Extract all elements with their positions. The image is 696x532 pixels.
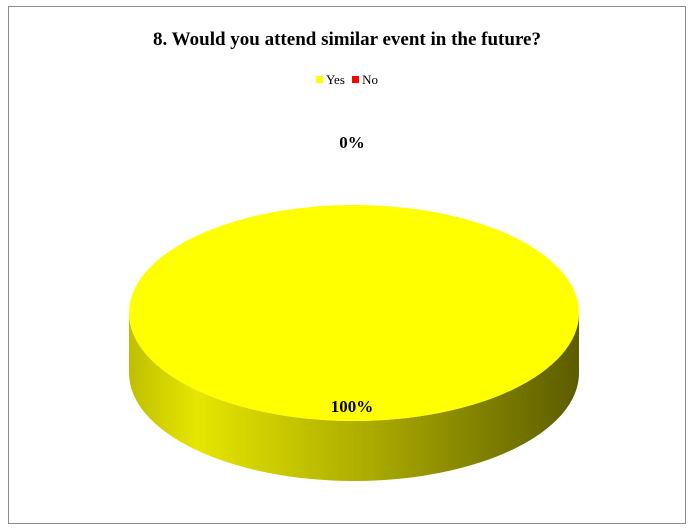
legend-swatch-no	[352, 76, 360, 83]
chart-area: 8. Would you attend similar event in the…	[8, 6, 686, 524]
pie-side-wall	[129, 313, 579, 481]
chart-title: 8. Would you attend similar event in the…	[153, 29, 541, 50]
legend: Yes No	[9, 71, 685, 88]
legend-label-no: No	[362, 71, 379, 87]
legend-label-yes: Yes	[325, 71, 345, 87]
legend-item-no: No	[352, 72, 378, 88]
data-label-no: 0%	[339, 133, 365, 152]
data-label-yes: 100%	[331, 397, 374, 416]
legend-item-yes: Yes	[315, 71, 345, 88]
legend-swatch-yes	[315, 76, 323, 83]
pie-chart: 0% 100%	[129, 133, 579, 481]
pie-slice-yes	[129, 205, 579, 421]
